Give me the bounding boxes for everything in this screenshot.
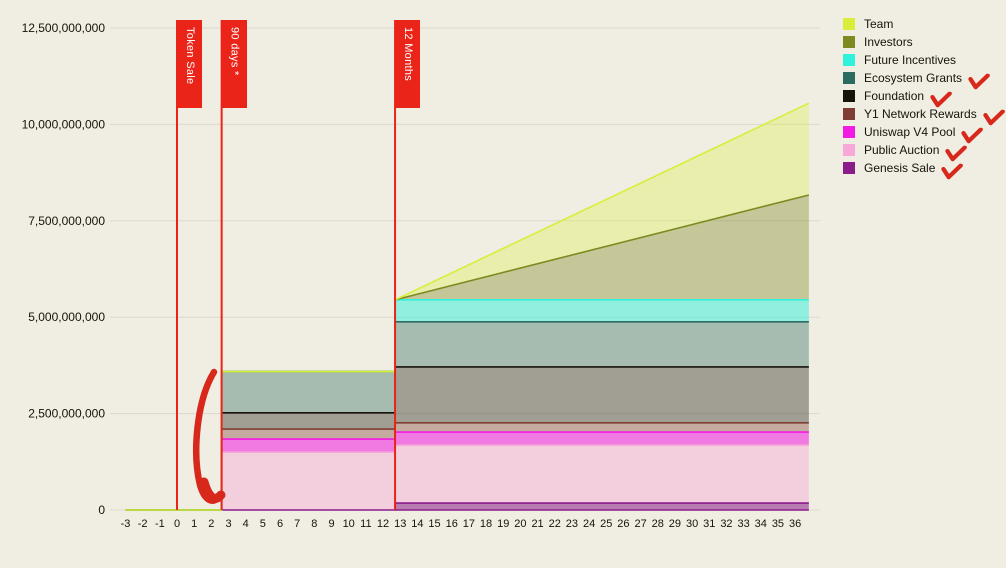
legend-label: Future Incentives bbox=[864, 53, 957, 67]
svg-text:5,000,000,000: 5,000,000,000 bbox=[28, 310, 105, 324]
svg-text:13: 13 bbox=[394, 518, 406, 530]
svg-text:25: 25 bbox=[600, 518, 612, 530]
svg-text:7,500,000,000: 7,500,000,000 bbox=[28, 214, 105, 228]
svg-text:34: 34 bbox=[755, 518, 767, 530]
legend-item-genesis-sale: Genesis Sale bbox=[843, 159, 1005, 179]
svg-text:27: 27 bbox=[634, 518, 646, 530]
legend-item-ecosystem-grants: Ecosystem Grants bbox=[843, 69, 1005, 89]
area-public-auction bbox=[125, 445, 809, 510]
checkmark-icon bbox=[945, 144, 968, 161]
x-axis-ticks: -3 -2 -1 0 1 2 3 4 5 6 7 8 9 10 11 12 13 14 15 16 17 18 19 20 21… bbox=[121, 518, 802, 530]
svg-text:12,500,000,000: 12,500,000,000 bbox=[22, 21, 106, 35]
svg-text:20: 20 bbox=[514, 518, 526, 530]
svg-text:8: 8 bbox=[311, 518, 317, 530]
legend-item-team: Team bbox=[843, 15, 1005, 33]
area-series bbox=[125, 102, 810, 511]
legend-swatch bbox=[843, 54, 855, 66]
checkmark-icon bbox=[961, 126, 984, 143]
svg-text:0: 0 bbox=[174, 518, 180, 530]
hand-drawn-brace bbox=[193, 368, 226, 504]
svg-text:-2: -2 bbox=[138, 518, 148, 530]
legend-item-public-auction: Public Auction bbox=[843, 141, 1005, 161]
svg-text:10,000,000,000: 10,000,000,000 bbox=[22, 117, 106, 131]
svg-text:1: 1 bbox=[191, 518, 197, 530]
svg-text:15: 15 bbox=[428, 518, 440, 530]
legend-label: Ecosystem Grants bbox=[864, 71, 963, 85]
legend-swatch bbox=[843, 72, 855, 84]
legend-label: Investors bbox=[864, 35, 913, 49]
area-team bbox=[125, 103, 809, 510]
legend-swatch bbox=[843, 162, 855, 174]
area-investors bbox=[125, 194, 809, 511]
svg-text:5: 5 bbox=[260, 518, 266, 530]
legend-item-future-incentives: Future Incentives bbox=[843, 51, 1005, 69]
legend-item-y1-network-rewards: Y1 Network Rewards bbox=[843, 105, 1005, 125]
svg-text:33: 33 bbox=[737, 518, 749, 530]
svg-text:14: 14 bbox=[411, 518, 423, 530]
svg-text:16: 16 bbox=[446, 518, 458, 530]
svg-text:17: 17 bbox=[463, 518, 475, 530]
svg-text:35: 35 bbox=[772, 518, 784, 530]
legend-swatch bbox=[843, 18, 855, 30]
svg-text:29: 29 bbox=[669, 518, 681, 530]
legend-label: Genesis Sale bbox=[864, 161, 936, 175]
svg-text:10: 10 bbox=[343, 518, 355, 530]
legend-swatch bbox=[843, 90, 855, 102]
legend-swatch bbox=[843, 36, 855, 48]
svg-text:2: 2 bbox=[208, 518, 214, 530]
area-genesis-sale bbox=[125, 503, 809, 510]
svg-text:18: 18 bbox=[480, 518, 492, 530]
area-future-incentives bbox=[125, 299, 809, 510]
svg-text:7: 7 bbox=[294, 518, 300, 530]
legend-label: Team bbox=[864, 17, 894, 31]
chart-legend: Team Investors Future Incentives Ecosystem … bbox=[843, 15, 1005, 179]
legend-swatch bbox=[843, 144, 855, 156]
legend-swatch bbox=[843, 108, 855, 120]
legend-label: Y1 Network Rewards bbox=[864, 107, 977, 121]
legend-item-uniswap-v4-pool: Uniswap V4 Pool bbox=[843, 123, 1005, 143]
area-foundation bbox=[125, 366, 809, 510]
svg-text:32: 32 bbox=[720, 518, 732, 530]
svg-text:-3: -3 bbox=[121, 518, 131, 530]
legend-label: Uniswap V4 Pool bbox=[864, 125, 956, 139]
boundary-team bbox=[125, 102, 810, 511]
svg-text:-1: -1 bbox=[155, 518, 165, 530]
svg-text:30: 30 bbox=[686, 518, 698, 530]
svg-text:21: 21 bbox=[531, 518, 543, 530]
svg-text:22: 22 bbox=[549, 518, 561, 530]
svg-text:28: 28 bbox=[652, 518, 664, 530]
svg-text:2,500,000,000: 2,500,000,000 bbox=[28, 407, 105, 421]
legend-swatch bbox=[843, 126, 855, 138]
legend-label: Foundation bbox=[864, 89, 925, 103]
legend-item-foundation: Foundation bbox=[843, 87, 1005, 107]
svg-text:0: 0 bbox=[98, 503, 105, 517]
area-ecosystem-grants bbox=[125, 321, 809, 510]
checkmark-icon bbox=[930, 90, 952, 107]
svg-text:4: 4 bbox=[243, 518, 249, 530]
svg-text:6: 6 bbox=[277, 518, 283, 530]
svg-text:11: 11 bbox=[360, 518, 371, 530]
svg-text:31: 31 bbox=[703, 518, 715, 530]
y-axis-ticks: 0 2,500,000,000 5,000,000,000 7,500,000,000… bbox=[22, 21, 106, 517]
svg-text:3: 3 bbox=[225, 518, 231, 530]
svg-text:12: 12 bbox=[377, 518, 389, 530]
legend-label: Public Auction bbox=[864, 143, 940, 157]
svg-text:36: 36 bbox=[789, 518, 801, 530]
svg-text:9: 9 bbox=[328, 518, 334, 530]
checkmark-icon bbox=[968, 72, 990, 89]
svg-text:23: 23 bbox=[566, 518, 578, 530]
svg-text:19: 19 bbox=[497, 518, 509, 530]
legend-item-investors: Investors bbox=[843, 33, 1005, 51]
svg-text:26: 26 bbox=[617, 518, 629, 530]
svg-text:24: 24 bbox=[583, 518, 595, 530]
checkmark-icon bbox=[941, 162, 964, 179]
checkmark-icon bbox=[983, 108, 1005, 125]
